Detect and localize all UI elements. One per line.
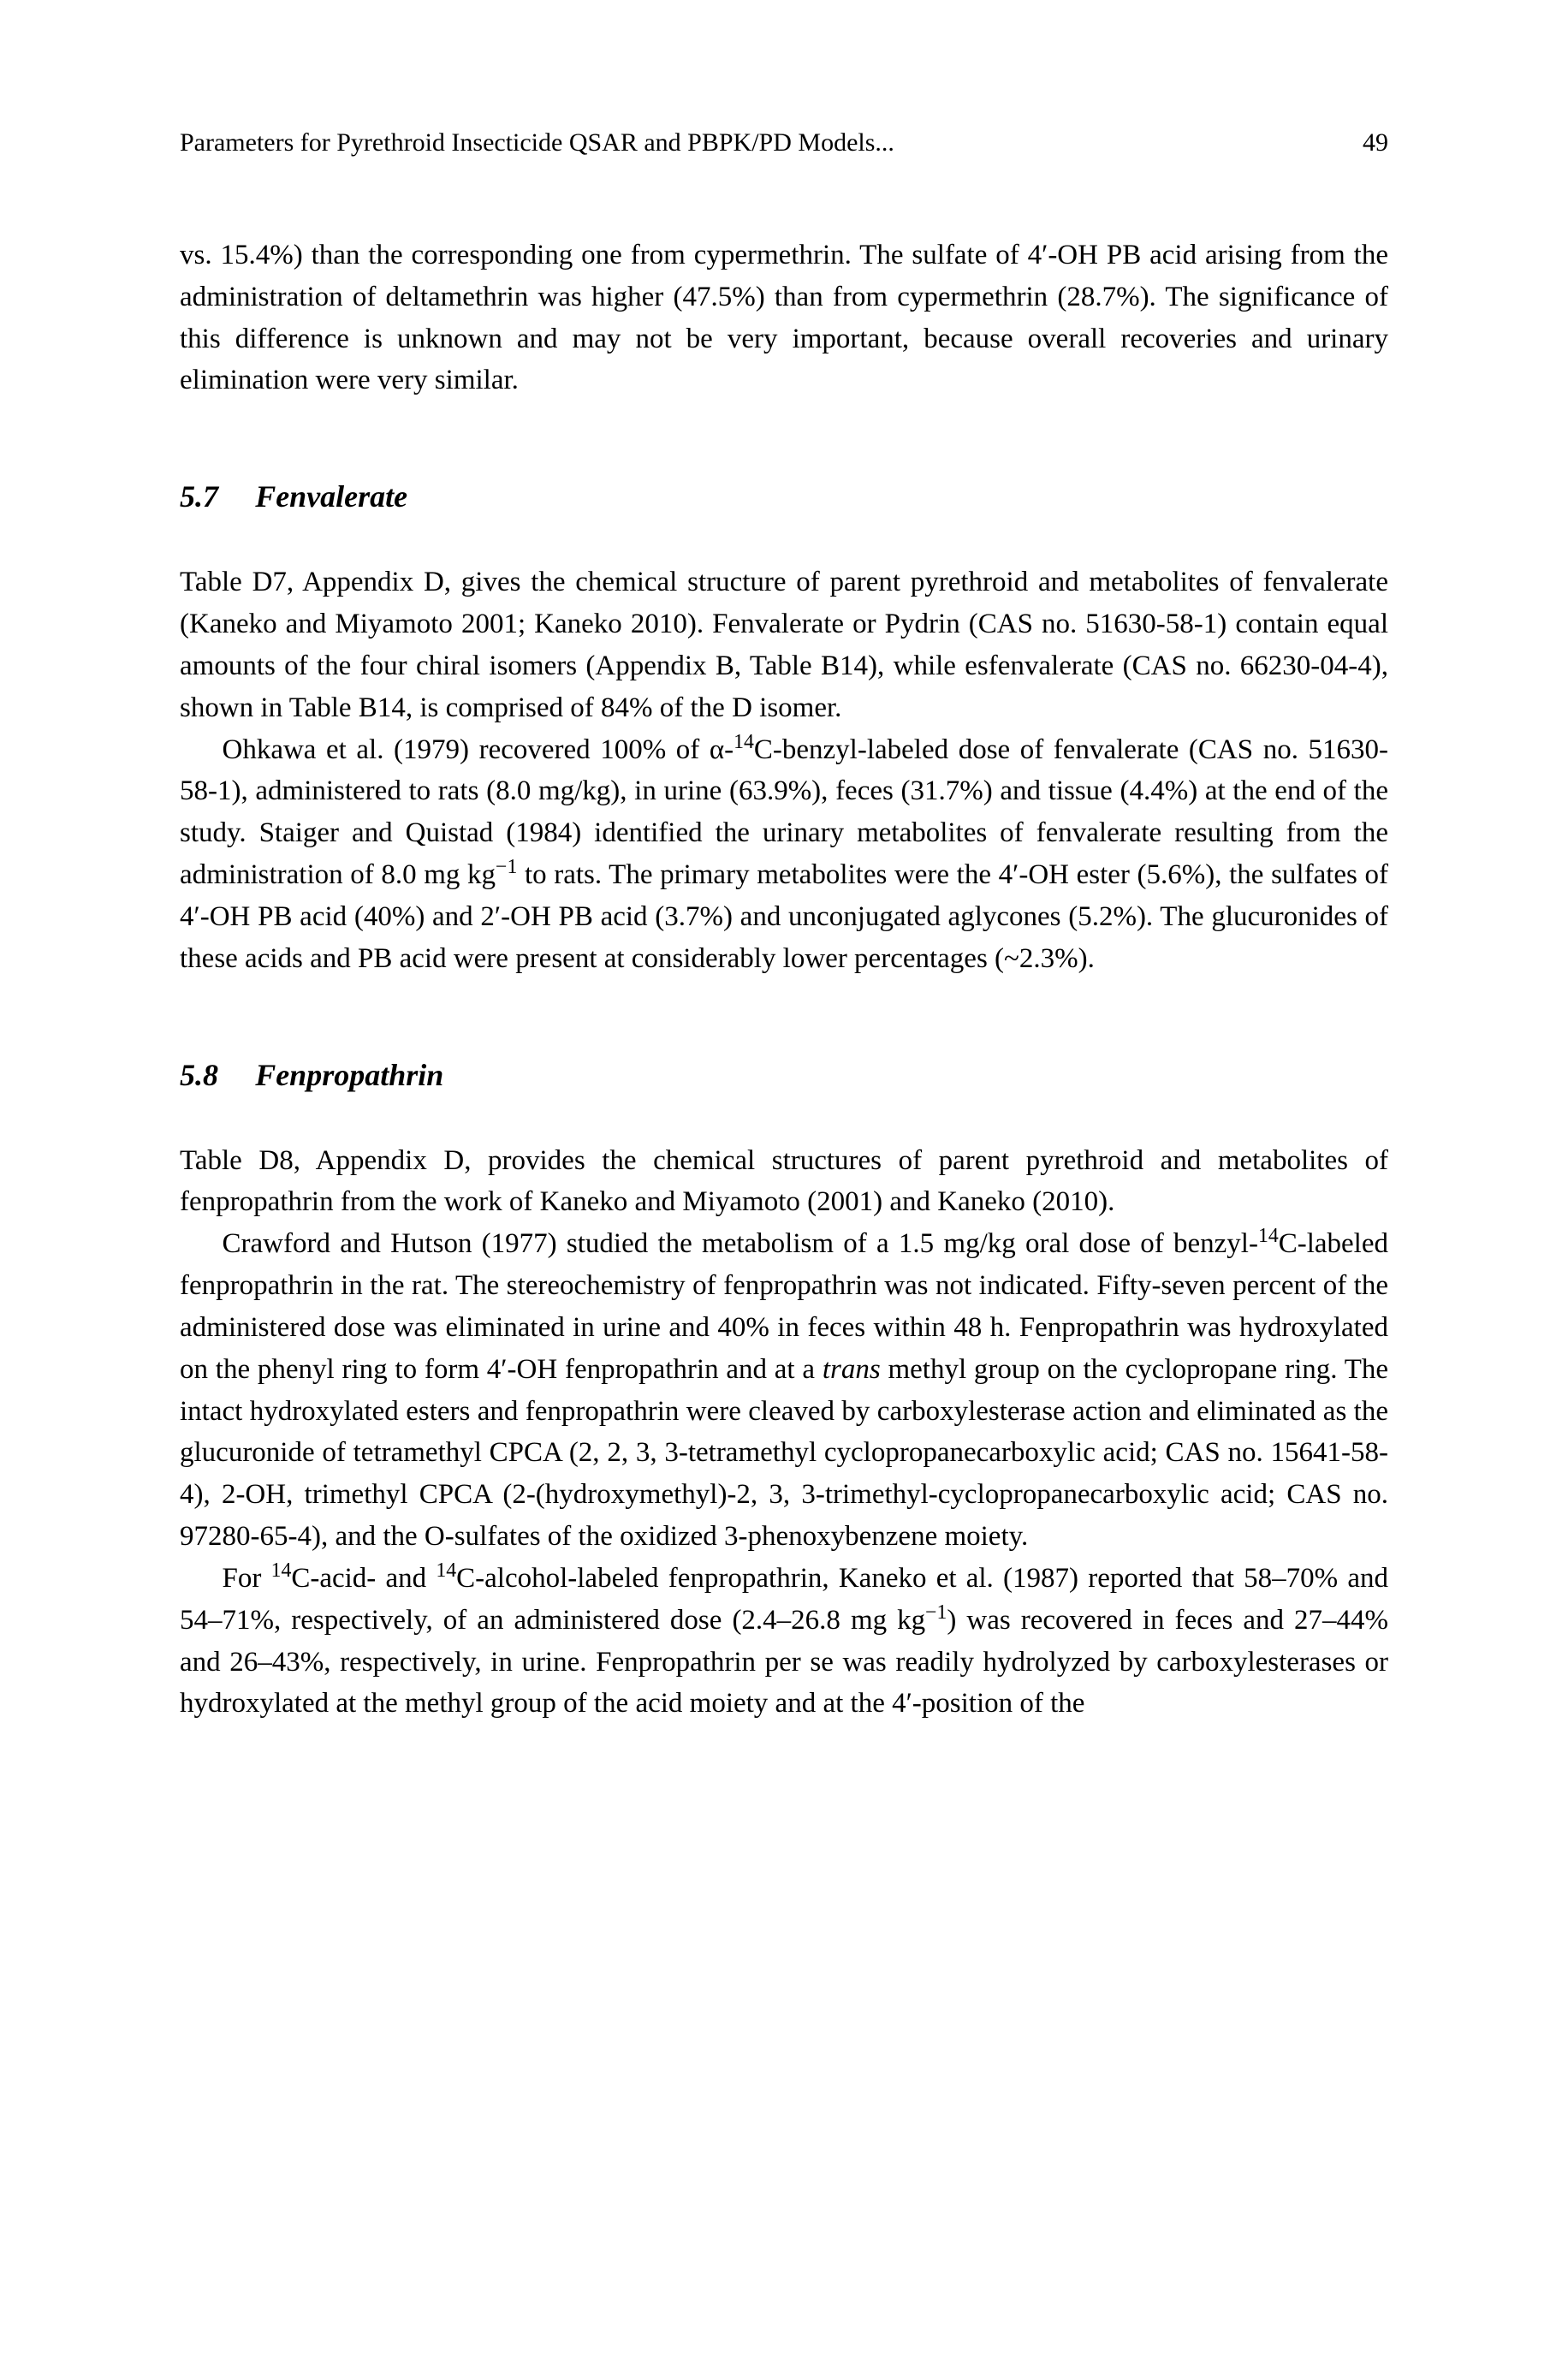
section-5-8-para-1: Table D8, Appendix D, provides the chemi… (180, 1140, 1388, 1224)
section-5-8-body: Table D8, Appendix D, provides the chemi… (180, 1140, 1388, 1726)
intro-paragraph: vs. 15.4%) than the corresponding one fr… (180, 235, 1388, 401)
section-heading-5-7: 5.7 Fenvalerate (180, 478, 1388, 514)
section-title-5-7: Fenvalerate (255, 478, 407, 514)
section-5-8-para-2: Crawford and Hutson (1977) studied the m… (180, 1223, 1388, 1558)
running-header: Parameters for Pyrethroid Insecticide QS… (180, 128, 1388, 157)
intro-block: vs. 15.4%) than the corresponding one fr… (180, 235, 1388, 401)
section-number-5-7: 5.7 (180, 478, 218, 514)
page-number: 49 (1363, 128, 1388, 157)
section-5-7-para-1: Table D7, Appendix D, gives the chemical… (180, 561, 1388, 728)
section-5-8-para-3: For 14C-acid- and 14C-alcohol-labeled fe… (180, 1558, 1388, 1725)
running-title: Parameters for Pyrethroid Insecticide QS… (180, 128, 894, 157)
section-number-5-8: 5.8 (180, 1057, 218, 1093)
section-title-5-8: Fenpropathrin (255, 1057, 443, 1093)
section-5-7-body: Table D7, Appendix D, gives the chemical… (180, 561, 1388, 979)
section-5-7-para-2: Ohkawa et al. (1979) recovered 100% of α… (180, 729, 1388, 980)
section-heading-5-8: 5.8 Fenpropathrin (180, 1057, 1388, 1093)
page: Parameters for Pyrethroid Insecticide QS… (0, 0, 1568, 2376)
